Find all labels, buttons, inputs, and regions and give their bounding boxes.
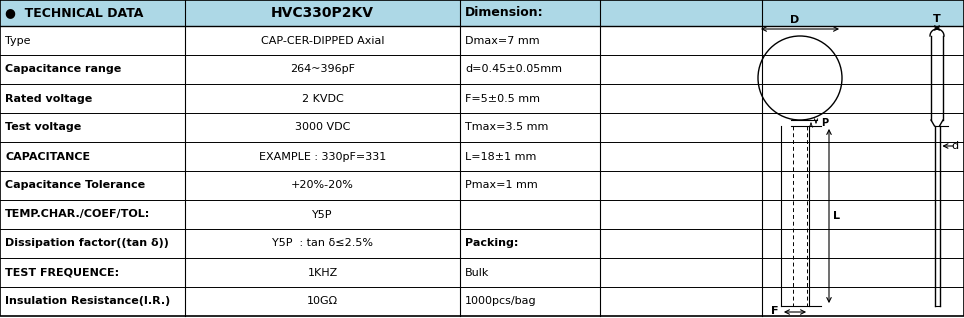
Text: L=18±1 mm: L=18±1 mm — [465, 151, 536, 162]
Text: Insulation Resistance(I.R.): Insulation Resistance(I.R.) — [5, 296, 171, 307]
Text: TEST FREQUENCE:: TEST FREQUENCE: — [5, 267, 120, 278]
Text: Capacitance range: Capacitance range — [5, 65, 121, 74]
Text: d=0.45±0.05mm: d=0.45±0.05mm — [465, 65, 562, 74]
Text: Dissipation factor((tan δ)): Dissipation factor((tan δ)) — [5, 238, 169, 248]
Text: d: d — [951, 141, 958, 151]
Text: Test voltage: Test voltage — [5, 122, 81, 133]
Text: T: T — [933, 14, 941, 24]
Bar — [0, 0, 964, 26]
Text: 1000pcs/bag: 1000pcs/bag — [465, 296, 537, 307]
Text: Packing:: Packing: — [465, 238, 519, 248]
Text: Capacitance Tolerance: Capacitance Tolerance — [5, 181, 146, 190]
Text: Tmax=3.5 mm: Tmax=3.5 mm — [465, 122, 549, 133]
Text: D: D — [790, 15, 799, 25]
Text: Bulk: Bulk — [465, 267, 490, 278]
Text: HVC330P2KV: HVC330P2KV — [271, 6, 374, 20]
Text: L: L — [833, 211, 840, 221]
Text: ●  TECHNICAL DATA: ● TECHNICAL DATA — [5, 6, 144, 19]
Text: Dimension:: Dimension: — [465, 6, 544, 19]
Text: CAPACITANCE: CAPACITANCE — [5, 151, 90, 162]
Text: EXAMPLE : 330pF=331: EXAMPLE : 330pF=331 — [259, 151, 387, 162]
Text: Pmax=1 mm: Pmax=1 mm — [465, 181, 538, 190]
Text: Dmax=7 mm: Dmax=7 mm — [465, 36, 540, 45]
Text: 264~396pF: 264~396pF — [290, 65, 355, 74]
Text: 2 KVDC: 2 KVDC — [302, 93, 343, 103]
Text: 3000 VDC: 3000 VDC — [295, 122, 350, 133]
Text: +20%-20%: +20%-20% — [291, 181, 354, 190]
Text: 10GΩ: 10GΩ — [307, 296, 338, 307]
Text: F: F — [771, 306, 779, 316]
Text: Rated voltage: Rated voltage — [5, 93, 93, 103]
Text: Type: Type — [5, 36, 31, 45]
Text: 1KHZ: 1KHZ — [308, 267, 337, 278]
Text: F=5±0.5 mm: F=5±0.5 mm — [465, 93, 540, 103]
Text: Y5P: Y5P — [312, 210, 333, 219]
Text: P: P — [821, 118, 828, 128]
Text: CAP-CER-DIPPED Axial: CAP-CER-DIPPED Axial — [260, 36, 385, 45]
Text: TEMP.CHAR./COEF/TOL:: TEMP.CHAR./COEF/TOL: — [5, 210, 150, 219]
Text: Y5P  : tan δ≤2.5%: Y5P : tan δ≤2.5% — [272, 238, 373, 248]
